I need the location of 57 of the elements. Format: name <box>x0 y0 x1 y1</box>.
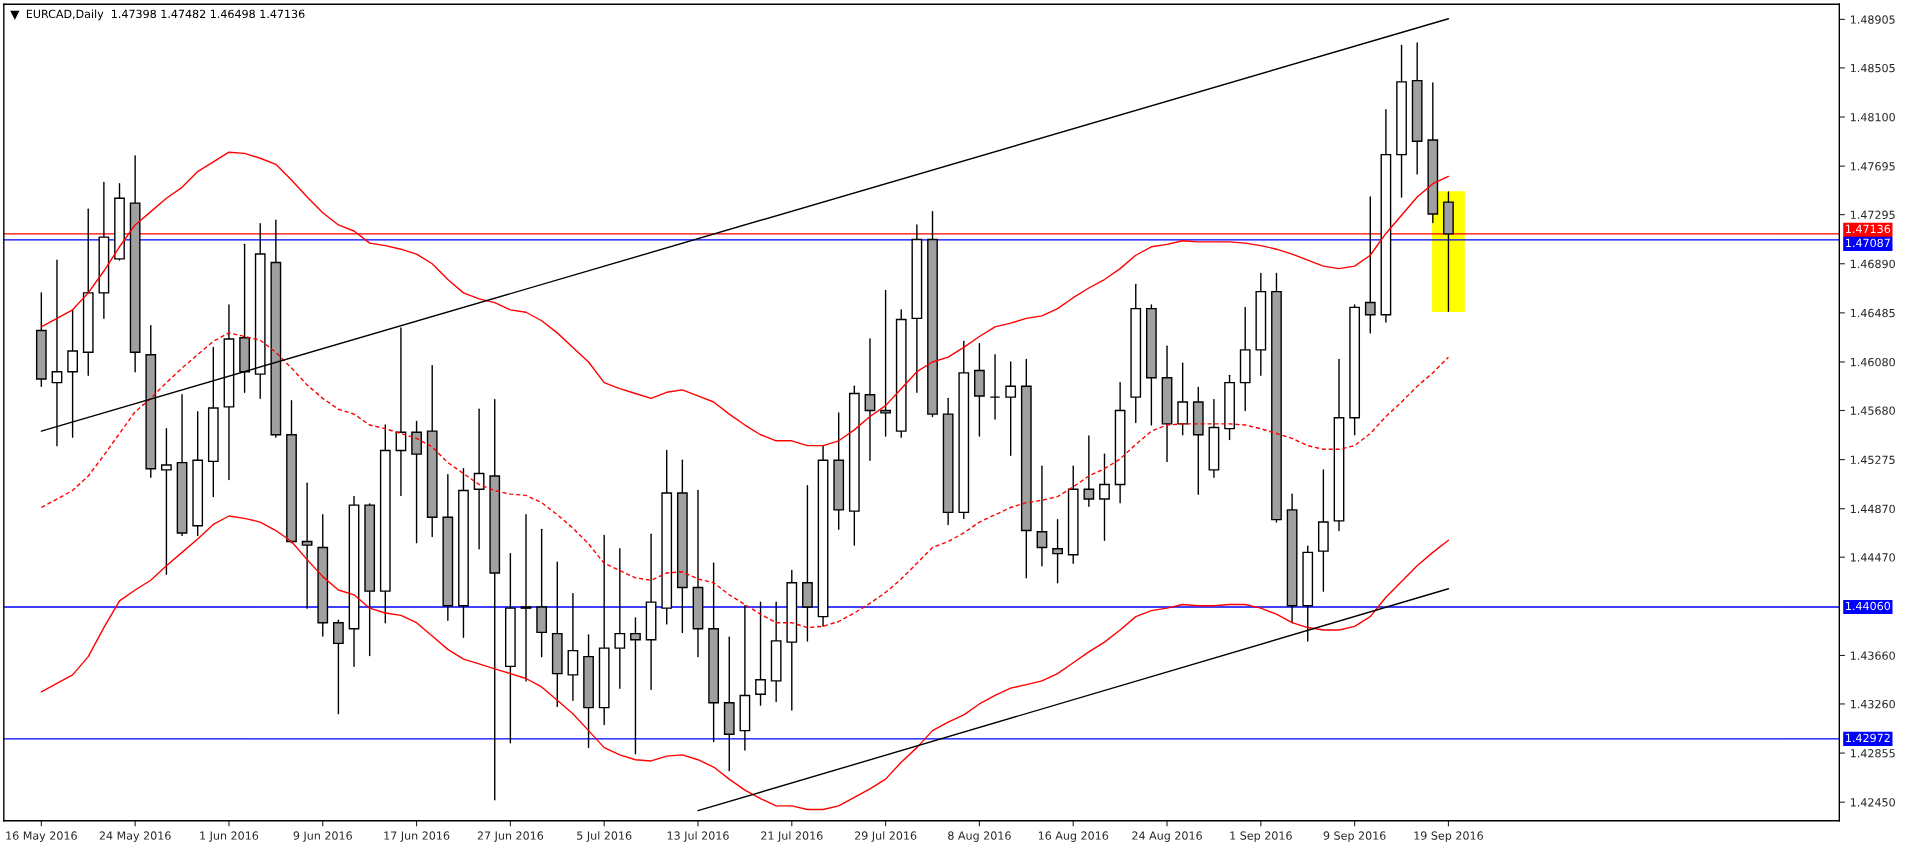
y-tick-label: 1.47695 <box>1850 162 1895 171</box>
x-tick-label: 9 Jun 2016 <box>293 831 352 842</box>
y-tick-label: 1.46080 <box>1850 357 1895 367</box>
candlestick <box>411 420 422 544</box>
x-tick-label: 16 Aug 2016 <box>1038 831 1109 842</box>
x-tick-label: 5 Jul 2016 <box>577 831 632 842</box>
y-tick-label: 1.44870 <box>1850 504 1895 514</box>
x-tick-label: 24 Aug 2016 <box>1132 831 1202 842</box>
candlestick <box>161 427 172 575</box>
y-tick-label: 1.44470 <box>1850 553 1895 562</box>
y-tick-label: 1.47295 <box>1850 210 1895 220</box>
ref-line-label: 1.44060 <box>1846 601 1891 611</box>
ref-line-label: 1.47087 <box>1846 238 1890 248</box>
candlestick <box>630 617 641 755</box>
candlestick <box>864 338 876 461</box>
candlestick <box>333 619 344 715</box>
candlestick <box>1177 362 1189 436</box>
y-tick-label: 1.42855 <box>1850 749 1895 758</box>
candlestick <box>301 482 313 609</box>
chart-title: EURCAD,Daily 1.47398 1.47482 1.46498 1.47136 <box>26 9 305 21</box>
x-tick-label: 24 May 2016 <box>99 831 171 842</box>
x-tick-label: 16 May 2016 <box>6 831 77 842</box>
x-tick-label: 17 Jun 2016 <box>384 831 450 842</box>
x-tick-label: 19 Sep 2016 <box>1414 831 1483 842</box>
y-tick-label: 1.43660 <box>1850 651 1895 660</box>
y-tick-label: 1.45680 <box>1850 406 1895 415</box>
line-series <box>40 515 1450 811</box>
candlestick <box>614 548 626 689</box>
candlestick <box>880 289 891 437</box>
candlestick <box>989 354 1001 420</box>
y-tick-label: 1.46485 <box>1850 308 1895 318</box>
y-tick-label: 1.48100 <box>1850 112 1895 122</box>
y-tick-label: 1.48905 <box>1850 15 1895 24</box>
x-tick-label: 27 Jun 2016 <box>477 831 544 842</box>
x-tick-label: 21 Jul 2016 <box>761 831 823 842</box>
y-tick-label: 1.42450 <box>1850 798 1895 807</box>
x-tick-label: 29 Jul 2016 <box>854 831 917 842</box>
line-series <box>40 332 1450 629</box>
x-tick-label: 1 Sep 2016 <box>1230 831 1292 842</box>
x-tick-label: 1 Jun 2016 <box>200 831 259 842</box>
y-tick-label: 1.46890 <box>1850 259 1895 269</box>
x-tick-label: 9 Sep 2016 <box>1323 831 1386 842</box>
candlestick <box>1052 518 1063 584</box>
ref-line-label: 1.42972 <box>1846 733 1890 743</box>
x-tick-label: 13 Jul 2016 <box>667 831 729 842</box>
y-tick-label: 1.48505 <box>1850 63 1895 73</box>
candlestick <box>1364 196 1376 334</box>
y-tick-label: 1.43260 <box>1850 699 1895 709</box>
ref-line-label: 1.47136 <box>1846 224 1891 234</box>
candlestick <box>755 601 766 706</box>
candlestick <box>1099 453 1110 541</box>
candlestick <box>1005 361 1017 457</box>
candlestick <box>520 514 532 682</box>
y-tick-label: 1.45275 <box>1850 455 1895 464</box>
candlestick <box>1036 465 1048 567</box>
x-tick-label: 8 Aug 2016 <box>948 831 1011 842</box>
candlestick <box>1083 435 1095 507</box>
